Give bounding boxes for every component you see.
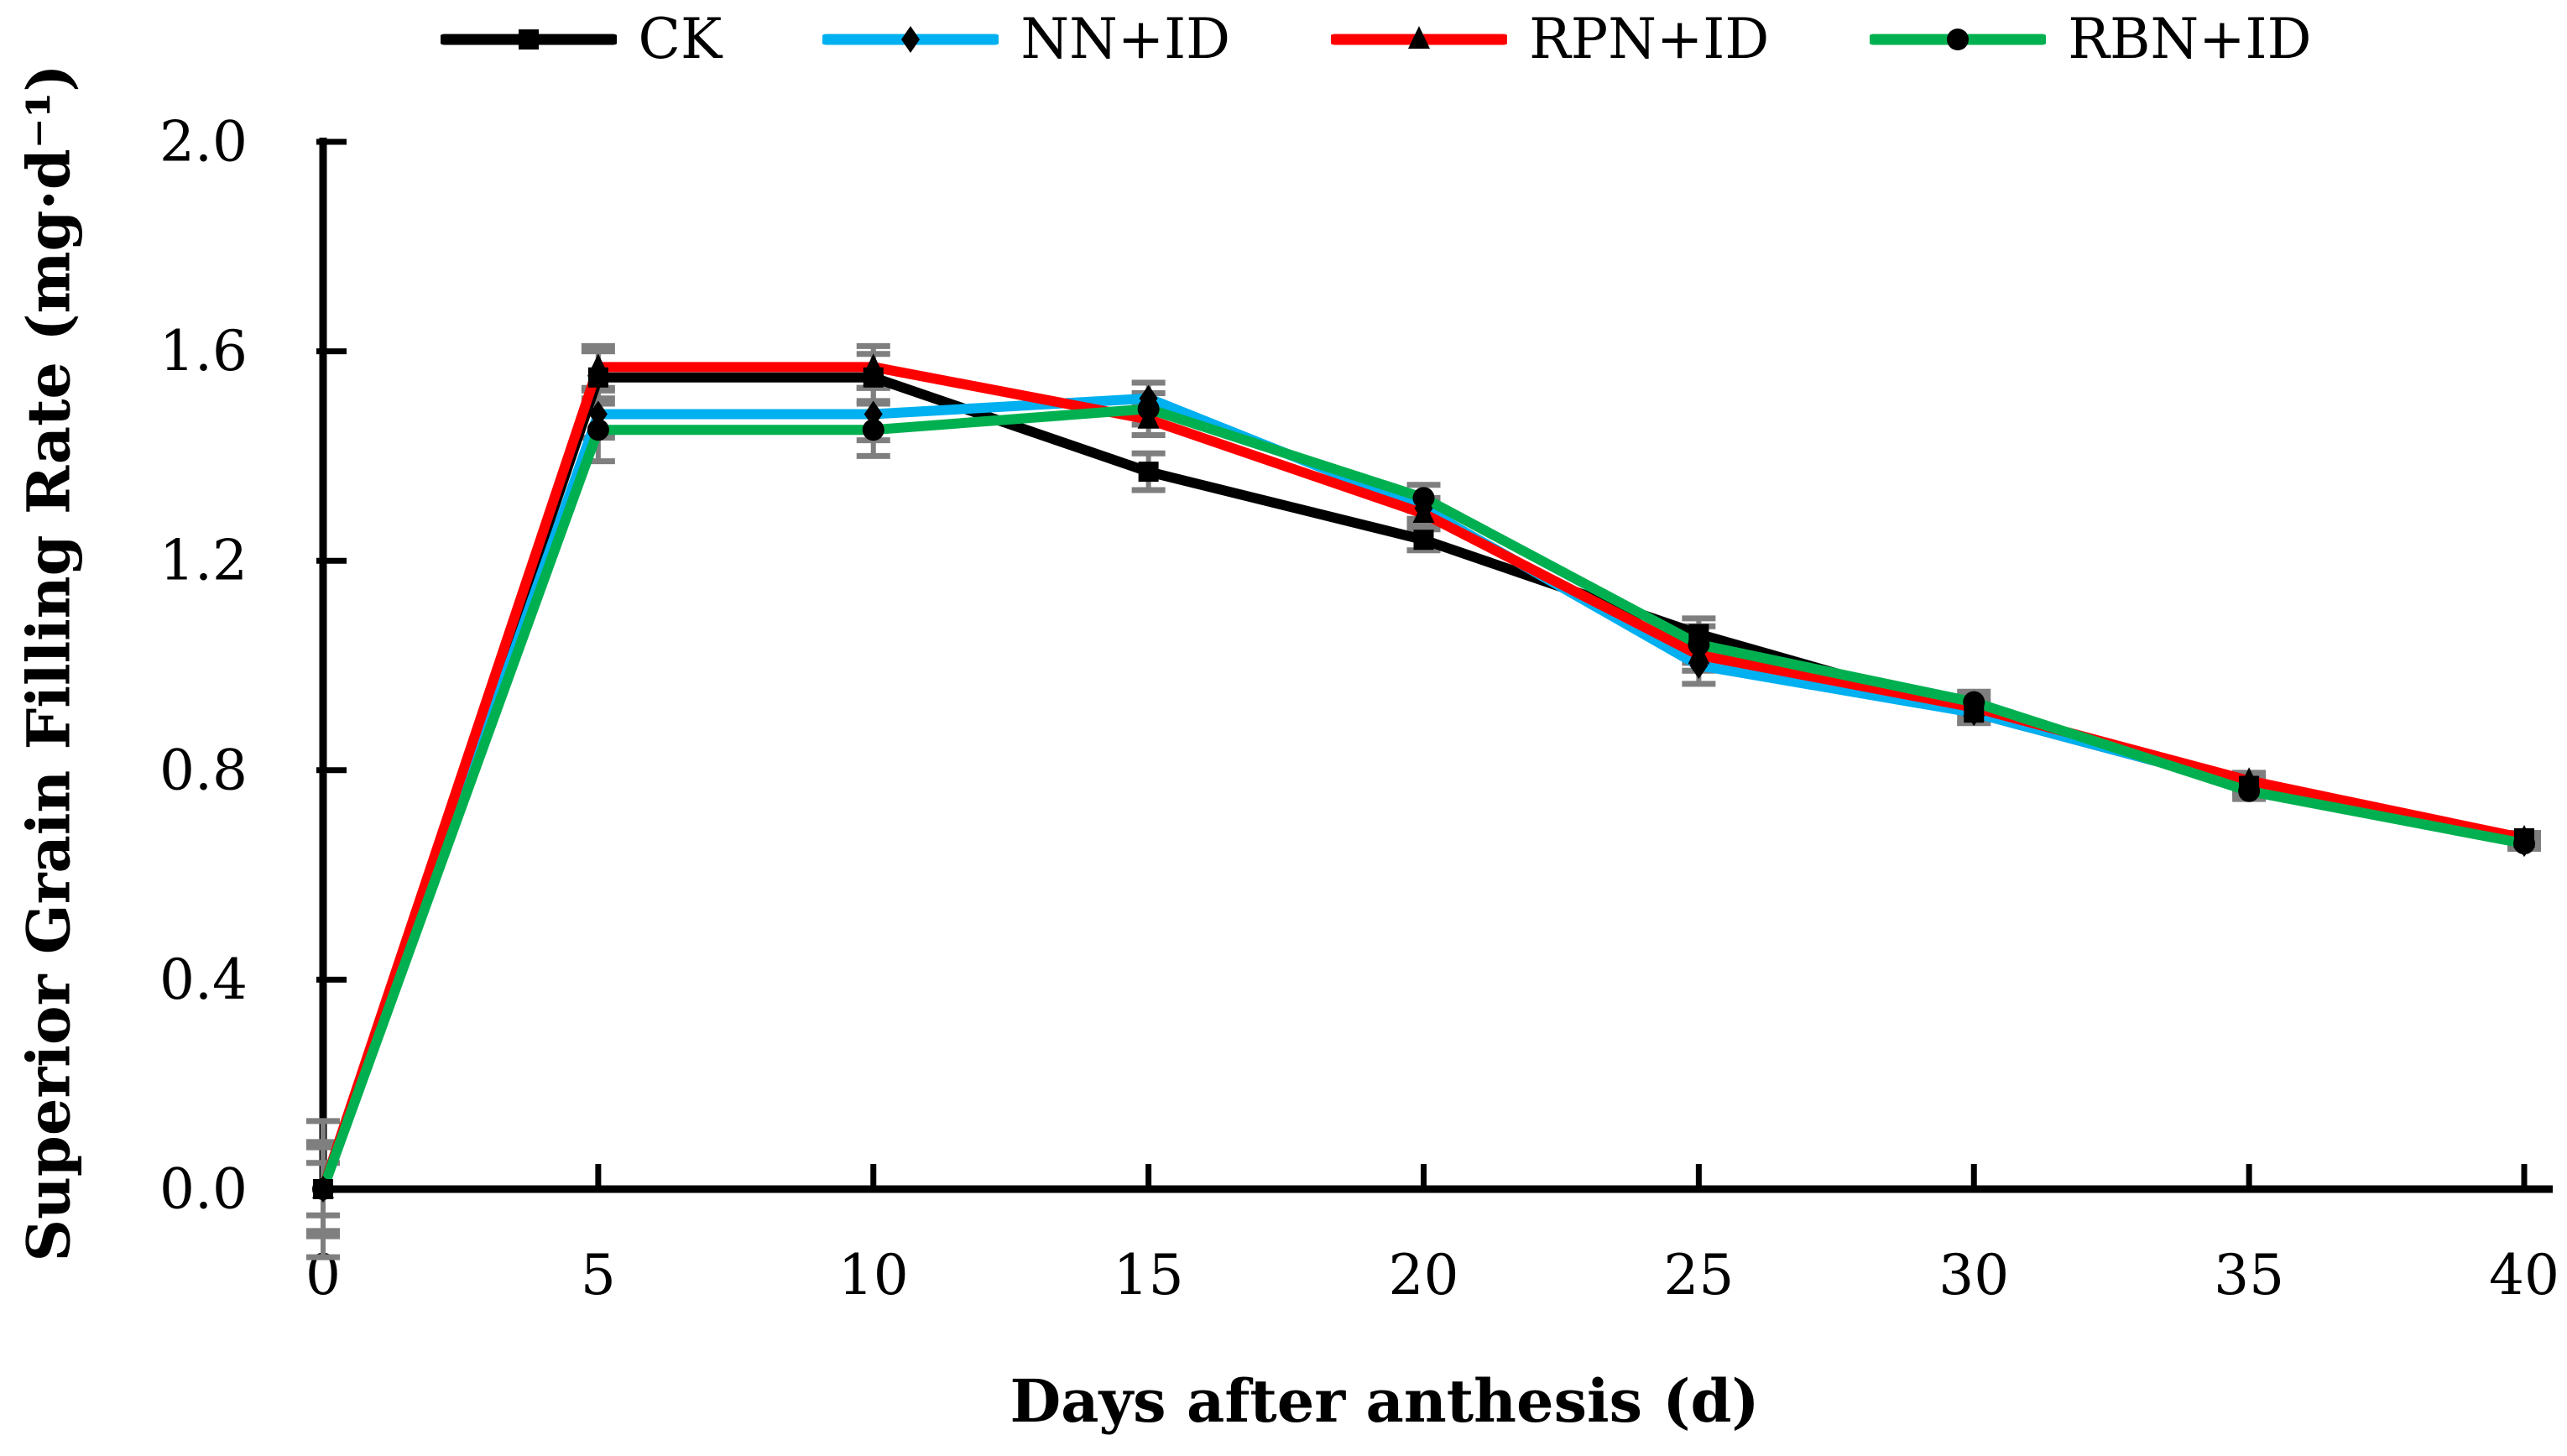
x-tick-label: 40 [2489,1243,2559,1307]
point-marker-circle [2238,780,2261,802]
point-marker-circle [2513,832,2535,855]
x-tick-label: 15 [1114,1243,1184,1307]
legend-marker-triangle [1408,25,1431,49]
y-tick-label: 2.0 [159,110,248,175]
legend-item-ck: CK [440,7,723,71]
legend-label: NN+ID [1020,7,1231,71]
x-axis-title: Days after anthesis (d) [1010,1366,1760,1436]
legend-label: RPN+ID [1529,7,1770,71]
rpn-id-legend-swatch-icon [1331,25,1508,49]
legend-item-rbn-id: RBN+ID [1870,7,2311,71]
y-tick-label: 0.8 [159,738,248,802]
x-tick-label: 20 [1389,1243,1459,1307]
x-tick-label: 35 [2214,1243,2284,1307]
legend-marker-diamond [901,25,921,53]
y-tick-label: 1.2 [159,529,248,593]
legend-item-rpn-id: RPN+ID [1331,7,1769,71]
legend-label: RBN+ID [2068,7,2312,71]
y-tick-label: 1.6 [159,319,248,384]
x-tick-label: 25 [1663,1243,1734,1307]
y-tick-label: 0.4 [159,947,248,1012]
point-marker-circle [1137,398,1160,420]
point-marker-triangle [1412,500,1435,524]
legend-marker-square [518,29,539,50]
point-marker-circle [1688,634,1710,656]
point-marker-circle [587,419,609,441]
nn-id-legend-swatch-icon [822,25,999,53]
x-tick-label: 5 [581,1243,616,1307]
point-marker-circle [312,1178,334,1200]
point-marker-square [1413,530,1434,551]
point-marker-circle [1963,691,1985,713]
rbn-id-legend-swatch-icon [1870,28,2047,50]
ck-legend-swatch-icon [440,29,617,50]
legend-marker-circle [1947,28,1970,50]
x-tick-label: 10 [838,1243,909,1307]
legend-item-nn-id: NN+ID [822,7,1230,71]
legend: CK NN+ID RPN+ID RBN+ID [92,7,2567,71]
point-marker-triangle [862,353,884,377]
point-marker-square [1138,462,1159,483]
legend-label: CK [638,7,723,71]
point-marker-triangle [587,353,609,377]
point-marker-circle [862,419,884,441]
y-tick-label: 0.0 [159,1157,248,1222]
x-tick-label: 30 [1938,1243,2009,1307]
point-marker-circle [1412,487,1435,509]
